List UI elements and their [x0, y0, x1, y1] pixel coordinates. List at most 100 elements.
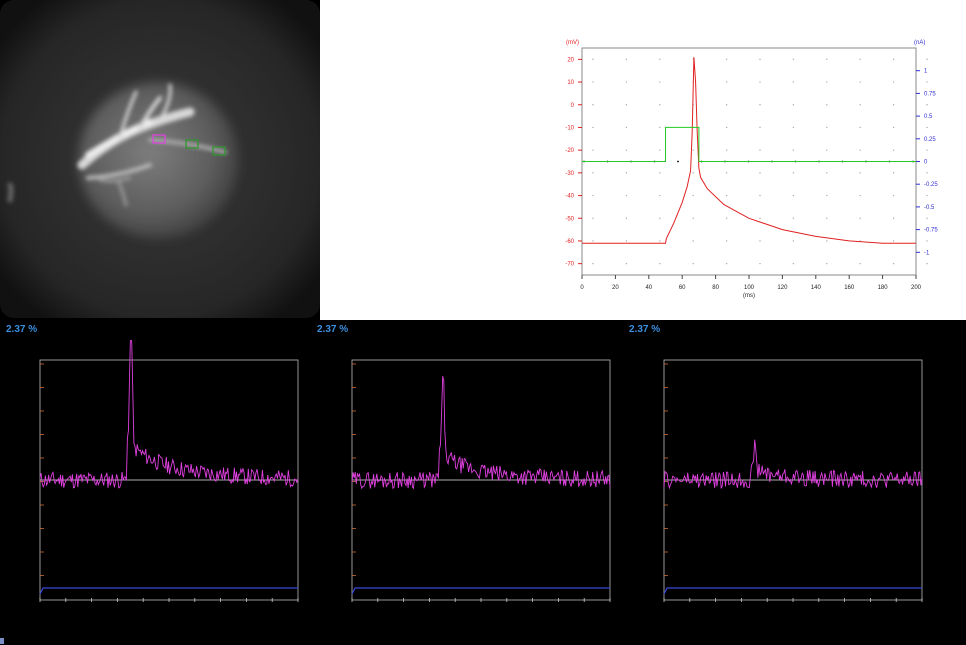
grid-dot	[625, 104, 628, 106]
grid-dot	[926, 172, 928, 174]
grid-dot	[792, 194, 795, 197]
grid-dot	[725, 172, 728, 174]
grid-dot	[926, 81, 928, 83]
grid-dot	[926, 194, 928, 197]
corner-marker	[0, 638, 4, 644]
y-left-axis-label: (mV)	[566, 40, 579, 46]
grid-dot	[926, 262, 928, 265]
y-right-tick-label: 0.75	[924, 91, 936, 97]
grid-dot	[792, 149, 795, 151]
y-right-tick-label: 1	[924, 69, 928, 75]
grid-dot	[792, 104, 795, 106]
trace-2-chart	[351, 359, 611, 602]
grid-dot	[759, 194, 761, 197]
grid-dot	[826, 104, 828, 106]
y-right-tick-label: -0.25	[924, 182, 938, 188]
grid-dot	[659, 217, 661, 219]
grid-dot	[826, 126, 828, 129]
grid-dot	[892, 262, 895, 265]
grid-dot	[592, 149, 594, 151]
grid-dot	[759, 262, 761, 265]
grid-dot	[859, 126, 861, 129]
grid-dot	[926, 104, 928, 106]
grid-dot	[892, 58, 895, 61]
y-left-tick-label: -50	[565, 216, 574, 222]
grid-dot	[659, 172, 661, 174]
grid-dot	[692, 172, 694, 174]
grid-dot	[659, 240, 661, 242]
grid-dot	[792, 172, 795, 174]
grid-dot	[859, 104, 861, 106]
dendrites	[7, 83, 227, 207]
grid-dot	[826, 240, 828, 242]
cell-body-glow	[78, 82, 238, 238]
grid-dot	[592, 217, 594, 219]
grid-dot	[659, 104, 661, 106]
grid-dot	[826, 58, 828, 61]
grid-dot	[725, 217, 728, 219]
grid-dot	[692, 149, 694, 151]
grid-dot	[625, 240, 628, 242]
trace-2-percent-label: 2.37 %	[317, 324, 349, 335]
grid-dot	[759, 149, 761, 151]
grid-dot	[692, 262, 694, 265]
grid-dot	[725, 58, 728, 61]
grid-dot	[859, 58, 861, 61]
grid-dot	[826, 262, 828, 265]
grid-dots	[592, 58, 928, 265]
roi-green-1	[185, 139, 199, 149]
grid-dot	[859, 172, 861, 174]
trace-panel-1	[20, 328, 320, 610]
x-tick-label: 180	[878, 285, 889, 291]
ephys-chart-panel: 0 20 40 60 80 100 120 140 160 180 200 (ms) 20 10 0 -10-…	[320, 0, 966, 320]
grid-dot	[892, 126, 895, 129]
grid-dot	[659, 58, 661, 61]
grid-dot	[625, 126, 628, 129]
current-baseline-dot	[677, 160, 679, 163]
grid-dot	[892, 172, 895, 174]
grid-dot	[592, 172, 594, 174]
grid-dot	[926, 217, 928, 219]
grid-dot	[625, 262, 628, 265]
stimulus-baseline-trace	[663, 587, 922, 595]
grid-dot	[926, 58, 928, 61]
grid-dot	[892, 104, 895, 106]
grid-dot	[859, 149, 861, 151]
x-tick-label: 120	[777, 285, 788, 291]
grid-dot	[759, 104, 761, 106]
grid-dot	[759, 58, 761, 61]
grid-dot	[792, 58, 795, 61]
grid-dot	[792, 81, 795, 83]
grid-dot	[826, 81, 828, 83]
grid-dot	[592, 262, 594, 265]
grid-dot	[625, 58, 628, 61]
y-left-tick-label: 0	[571, 103, 575, 109]
y-right-tick-label: -1	[924, 250, 930, 256]
y-left-tick-label: -30	[565, 171, 574, 177]
roi-magenta	[152, 134, 166, 144]
fluorescence-image	[0, 0, 320, 318]
stimulus-baseline-trace	[39, 587, 298, 595]
grid-dot	[592, 81, 594, 83]
trace-3-chart	[663, 359, 923, 602]
grid-dot	[659, 262, 661, 265]
grid-dot	[792, 126, 795, 129]
grid-dot	[592, 126, 594, 129]
grid-dot	[625, 149, 628, 151]
grid-dot	[692, 240, 694, 242]
grid-dot	[859, 217, 861, 219]
grid-dot	[826, 172, 828, 174]
grid-dot	[892, 217, 895, 219]
grid-dot	[725, 262, 728, 265]
grid-dot	[759, 217, 761, 219]
y-left-tick-label: -60	[565, 239, 574, 245]
y-left-tick-label: 20	[567, 57, 574, 63]
x-tick-label: 200	[911, 285, 922, 291]
grid-dot	[592, 58, 594, 61]
trace-1-chart	[39, 328, 299, 602]
y-right-axis-label: (nA)	[914, 40, 925, 46]
fluorescence-trace	[351, 376, 611, 490]
grid-dot	[759, 172, 761, 174]
x-axis-label: (ms)	[743, 293, 755, 299]
grid-dot	[892, 240, 895, 242]
